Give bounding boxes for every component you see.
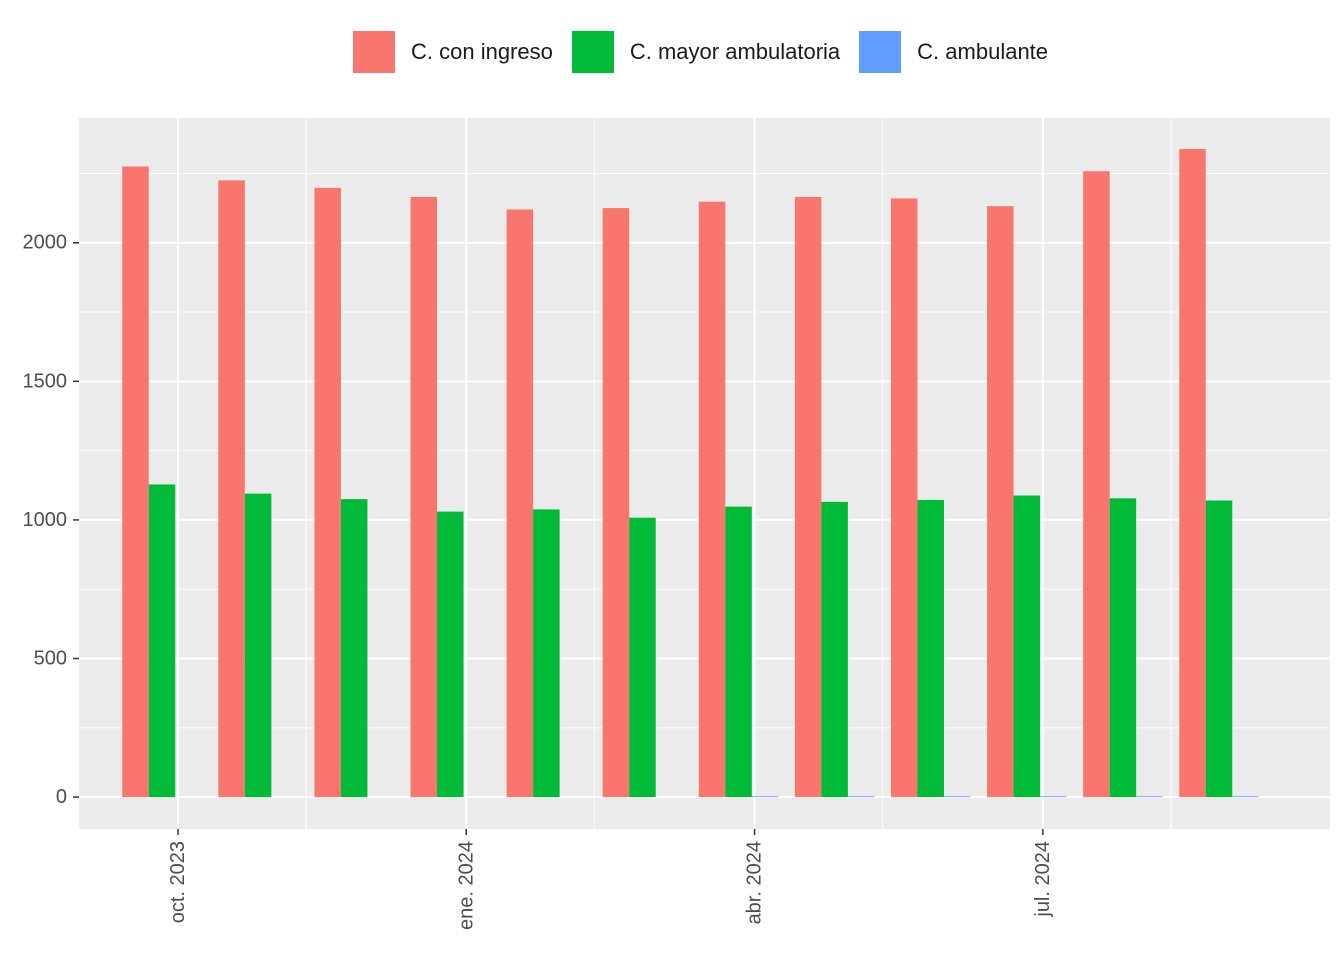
legend-item-mayor-ambulatoria: C. mayor ambulatoria (570, 30, 841, 74)
bar (1013, 495, 1041, 798)
bar (725, 506, 752, 798)
legend-label-con-ingreso: C. con ingreso (411, 39, 553, 64)
bar (698, 201, 726, 798)
legend-label-mayor-ambulatoria: C. mayor ambulatoria (629, 39, 841, 64)
y-tick-label: 500 (34, 648, 67, 670)
bar (122, 166, 149, 798)
bar (340, 499, 368, 798)
x-tick-label: jul. 2024 (1032, 841, 1054, 918)
y-tick-label: 2000 (23, 232, 68, 254)
y-tick-label: 1500 (23, 370, 68, 392)
legend: C. con ingreso C. mayor ambulatoria C. a… (352, 30, 1066, 74)
y-tick-label: 1000 (23, 509, 68, 531)
bar (244, 493, 272, 798)
bars (122, 149, 1259, 798)
bar (437, 511, 464, 798)
bar (987, 206, 1014, 798)
legend-key-ambulante (858, 30, 903, 74)
legend-item-con-ingreso: C. con ingreso (352, 30, 553, 74)
bar (821, 501, 848, 798)
grid-minor-x (305, 118, 1172, 829)
bar (314, 187, 341, 798)
bar (1040, 796, 1067, 798)
y-tick-label: 0 (56, 786, 67, 808)
x-axis: oct. 2023 ene. 2024 abr. 2024 jul. 2024 (167, 829, 1054, 930)
bar (1179, 149, 1206, 798)
legend-label-ambulante: C. ambulante (917, 39, 1049, 64)
bar (602, 208, 630, 798)
bar (890, 198, 918, 798)
bar (1136, 796, 1163, 798)
legend-key-con-ingreso (352, 30, 396, 74)
bar (148, 484, 176, 798)
bar (629, 517, 656, 798)
bar (533, 509, 560, 798)
bar (943, 796, 971, 798)
bar (1083, 171, 1110, 798)
grid-major-x (177, 118, 1044, 829)
bar (1232, 796, 1259, 798)
x-tick-label: abr. 2024 (744, 841, 766, 924)
bar (751, 796, 779, 798)
bar (847, 796, 875, 798)
legend-item-ambulante: C. ambulante (858, 30, 1048, 74)
x-tick-label: ene. 2024 (455, 841, 477, 930)
legend-key-mayor-ambulatoria (570, 30, 615, 74)
bar (506, 209, 534, 798)
x-tick-label: oct. 2023 (167, 841, 189, 923)
bar (1205, 500, 1233, 798)
bar (794, 197, 822, 798)
bar (917, 499, 944, 798)
bar (218, 180, 245, 798)
bar (410, 197, 438, 798)
bar (1109, 498, 1137, 798)
y-axis: 0 500 1000 1500 2000 (23, 232, 79, 808)
